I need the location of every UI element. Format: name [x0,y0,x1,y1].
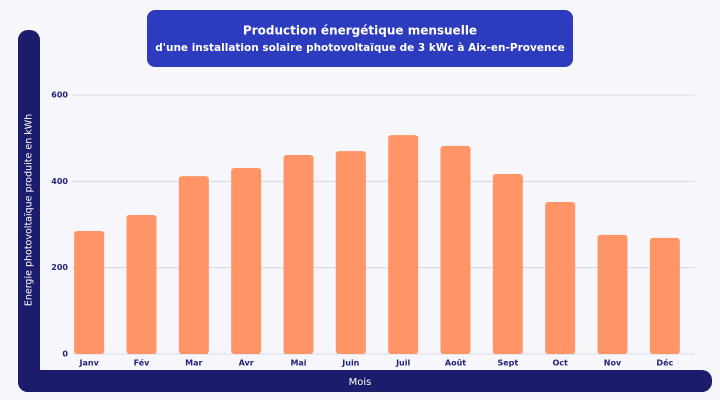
y-axis-label: Energie photovoltaïque produite en kWh [24,114,35,306]
y-tick-label: 200 [51,263,68,272]
x-tick-label: Juin [341,359,359,368]
bar [597,234,628,354]
y-tick-label: 600 [51,91,68,100]
bar [178,176,209,354]
bar [335,151,366,354]
x-tick-label: Janv [79,359,100,368]
x-tick-label: Fév [134,358,151,368]
x-tick-label: Mar [185,359,202,368]
x-tick-label: Nov [604,359,622,368]
bar [283,155,314,354]
x-tick-label: Août [445,359,466,368]
x-tick-label: Déc [656,358,673,368]
bar [440,145,471,354]
x-tick-label: Juil [395,359,410,368]
x-tick-label: Mai [290,359,306,368]
y-axis-band [18,30,40,392]
x-axis-label: Mois [349,377,372,388]
bar [492,173,523,354]
bar [388,135,419,354]
y-tick-label: 400 [51,177,68,186]
title-box [147,10,573,67]
x-tick-label: Oct [552,359,568,368]
bar [231,167,262,354]
bar [126,215,157,354]
bar [649,237,680,354]
bar [74,230,105,354]
chart-title: Production énergétique mensuelle [243,24,477,38]
x-tick-label: Sept [497,359,518,368]
chart-subtitle: d'une installation solaire photovoltaïqu… [155,42,565,54]
x-tick-label: Avr [239,359,254,368]
y-tick-label: 0 [62,350,68,359]
x-axis-band [18,370,712,392]
bar [545,202,576,354]
